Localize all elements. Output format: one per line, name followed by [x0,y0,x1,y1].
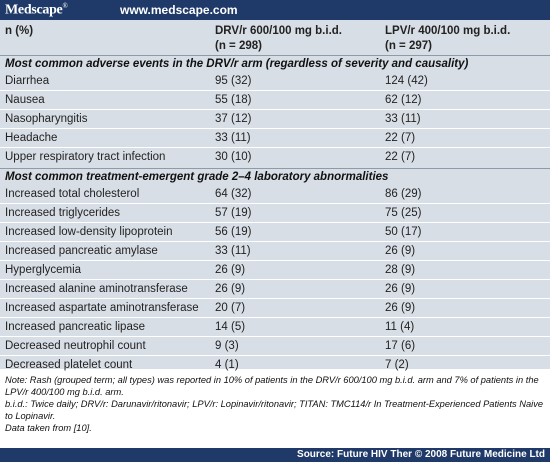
section-divider [0,168,550,169]
column-header-lpv: LPV/r 400/100 mg b.i.d. (n = 297) [385,25,511,52]
drv-value: 37 (12) [215,113,252,125]
row-divider [0,109,550,110]
row-label: Increased triglycerides [5,207,121,219]
drv-value: 30 (10) [215,151,252,163]
lpv-value: 22 (7) [385,151,416,163]
lpv-value: 28 (9) [385,264,416,276]
lpv-value: 26 (9) [385,302,416,314]
drv-value: 33 (11) [215,132,251,144]
table-row: Decreased platelet count 4 (1) 7 (2) [0,356,550,375]
row-divider [0,355,550,356]
row-label: Increased low-density lipoprotein [5,226,173,238]
drv-value: 64 (32) [215,188,252,200]
section-title-adverse-events: Most common adverse events in the DRV/r … [5,58,469,70]
lpv-value: 17 (6) [385,340,416,352]
top-banner: Medscape® www.medscape.com [0,0,550,20]
rash-note: Note: Rash (grouped term; all types) was… [5,375,539,397]
lpv-value: 75 (25) [385,207,422,219]
table-row: Increased alanine aminotransferase 26 (9)… [0,280,550,299]
lpv-value: 124 (42) [385,75,428,87]
row-label: Headache [5,132,58,144]
lpv-value: 11 (4) [385,321,415,333]
row-divider [0,203,550,204]
row-divider [0,147,550,148]
row-label: Increased alanine aminotransferase [5,283,188,295]
table-row: Increased low-density lipoprotein 56 (19)… [0,223,550,242]
column-header-n: n (%) [5,25,34,37]
row-divider [0,298,550,299]
lpv-value: 7 (2) [385,359,409,371]
table-row: Hyperglycemia 26 (9) 28 (9) [0,261,550,280]
row-divider [0,241,550,242]
row-label: Decreased platelet count [5,359,133,371]
table-row: Nasopharyngitis 37 (12) 33 (11) [0,110,550,129]
drv-value: 20 (7) [215,302,246,314]
lpv-value: 33 (11) [385,113,421,125]
drv-value: 55 (18) [215,94,252,106]
table-row: Increased pancreatic lipase 14 (5) 11 (4) [0,318,550,337]
data-source-note: Data taken from [10]. [5,423,92,433]
table-row: Increased total cholesterol 64 (32) 86 (29… [0,185,550,204]
row-label: Diarrhea [5,75,50,87]
drv-value: 4 (1) [215,359,239,371]
row-divider [0,336,550,337]
drv-value: 57 (19) [215,207,252,219]
lpv-value: 86 (29) [385,188,422,200]
source-credit: Source: Future HIV Ther © 2008 Future Me… [297,449,545,460]
table-row: Increased pancreatic amylase 33 (11) 26 (9… [0,242,550,261]
row-divider [0,90,550,91]
table-row: Upper respiratory tract infection 30 (10)… [0,148,550,167]
drv-value: 56 (19) [215,226,252,238]
table-row: Nausea 55 (18) 62 (12) [0,91,550,110]
table-row: Headache 33 (11) 22 (7) [0,129,550,148]
adverse-events-table: n (%) DRV/r 600/100 mg b.i.d. (n = 298) L… [0,20,550,371]
table-row: Increased triglycerides 57 (19) 75 (25) [0,204,550,223]
drv-value: 33 (11) [215,245,251,257]
drv-value: 9 (3) [215,340,239,352]
footer-bar: Source: Future HIV Ther © 2008 Future Me… [0,448,550,462]
row-label: Increased total cholesterol [5,188,140,200]
row-label: Decreased neutrophil count [5,340,146,352]
row-divider [0,279,550,280]
row-label: Increased aspartate aminotransferase [5,302,199,314]
row-label: Increased pancreatic amylase [5,245,158,257]
row-label: Nausea [5,94,45,106]
lpv-value: 26 (9) [385,283,416,295]
table-notes: Note: Rash (grouped term; all types) was… [5,374,545,434]
table-row: Increased aspartate aminotransferase 20 (… [0,299,550,318]
row-divider [0,128,550,129]
table-row: Decreased neutrophil count 9 (3) 17 (6) [0,337,550,356]
row-divider [0,260,550,261]
row-label: Nasopharyngitis [5,113,88,125]
row-label: Hyperglycemia [5,264,82,276]
column-header-drv: DRV/r 600/100 mg b.i.d. (n = 298) [215,25,342,52]
abbreviations-note: b.i.d.: Twice daily; DRV/r: Darunavir/ri… [5,399,544,421]
row-divider [0,222,550,223]
drv-value: 26 (9) [215,283,246,295]
lpv-value: 26 (9) [385,245,416,257]
lpv-value: 50 (17) [385,226,422,238]
lpv-value: 22 (7) [385,132,416,144]
row-label: Increased pancreatic lipase [5,321,145,333]
header-divider [0,55,550,56]
row-label: Upper respiratory tract infection [5,151,166,163]
site-url-link[interactable]: www.medscape.com [120,3,238,17]
section-title-lab-abnormalities: Most common treatment-emergent grade 2–4… [5,171,389,183]
medscape-logo[interactable]: Medscape® [5,2,68,18]
drv-value: 26 (9) [215,264,246,276]
lpv-value: 62 (12) [385,94,422,106]
drv-value: 95 (32) [215,75,252,87]
drv-value: 14 (5) [215,321,246,333]
row-divider [0,317,550,318]
table-row: Diarrhea 95 (32) 124 (42) [0,72,550,91]
